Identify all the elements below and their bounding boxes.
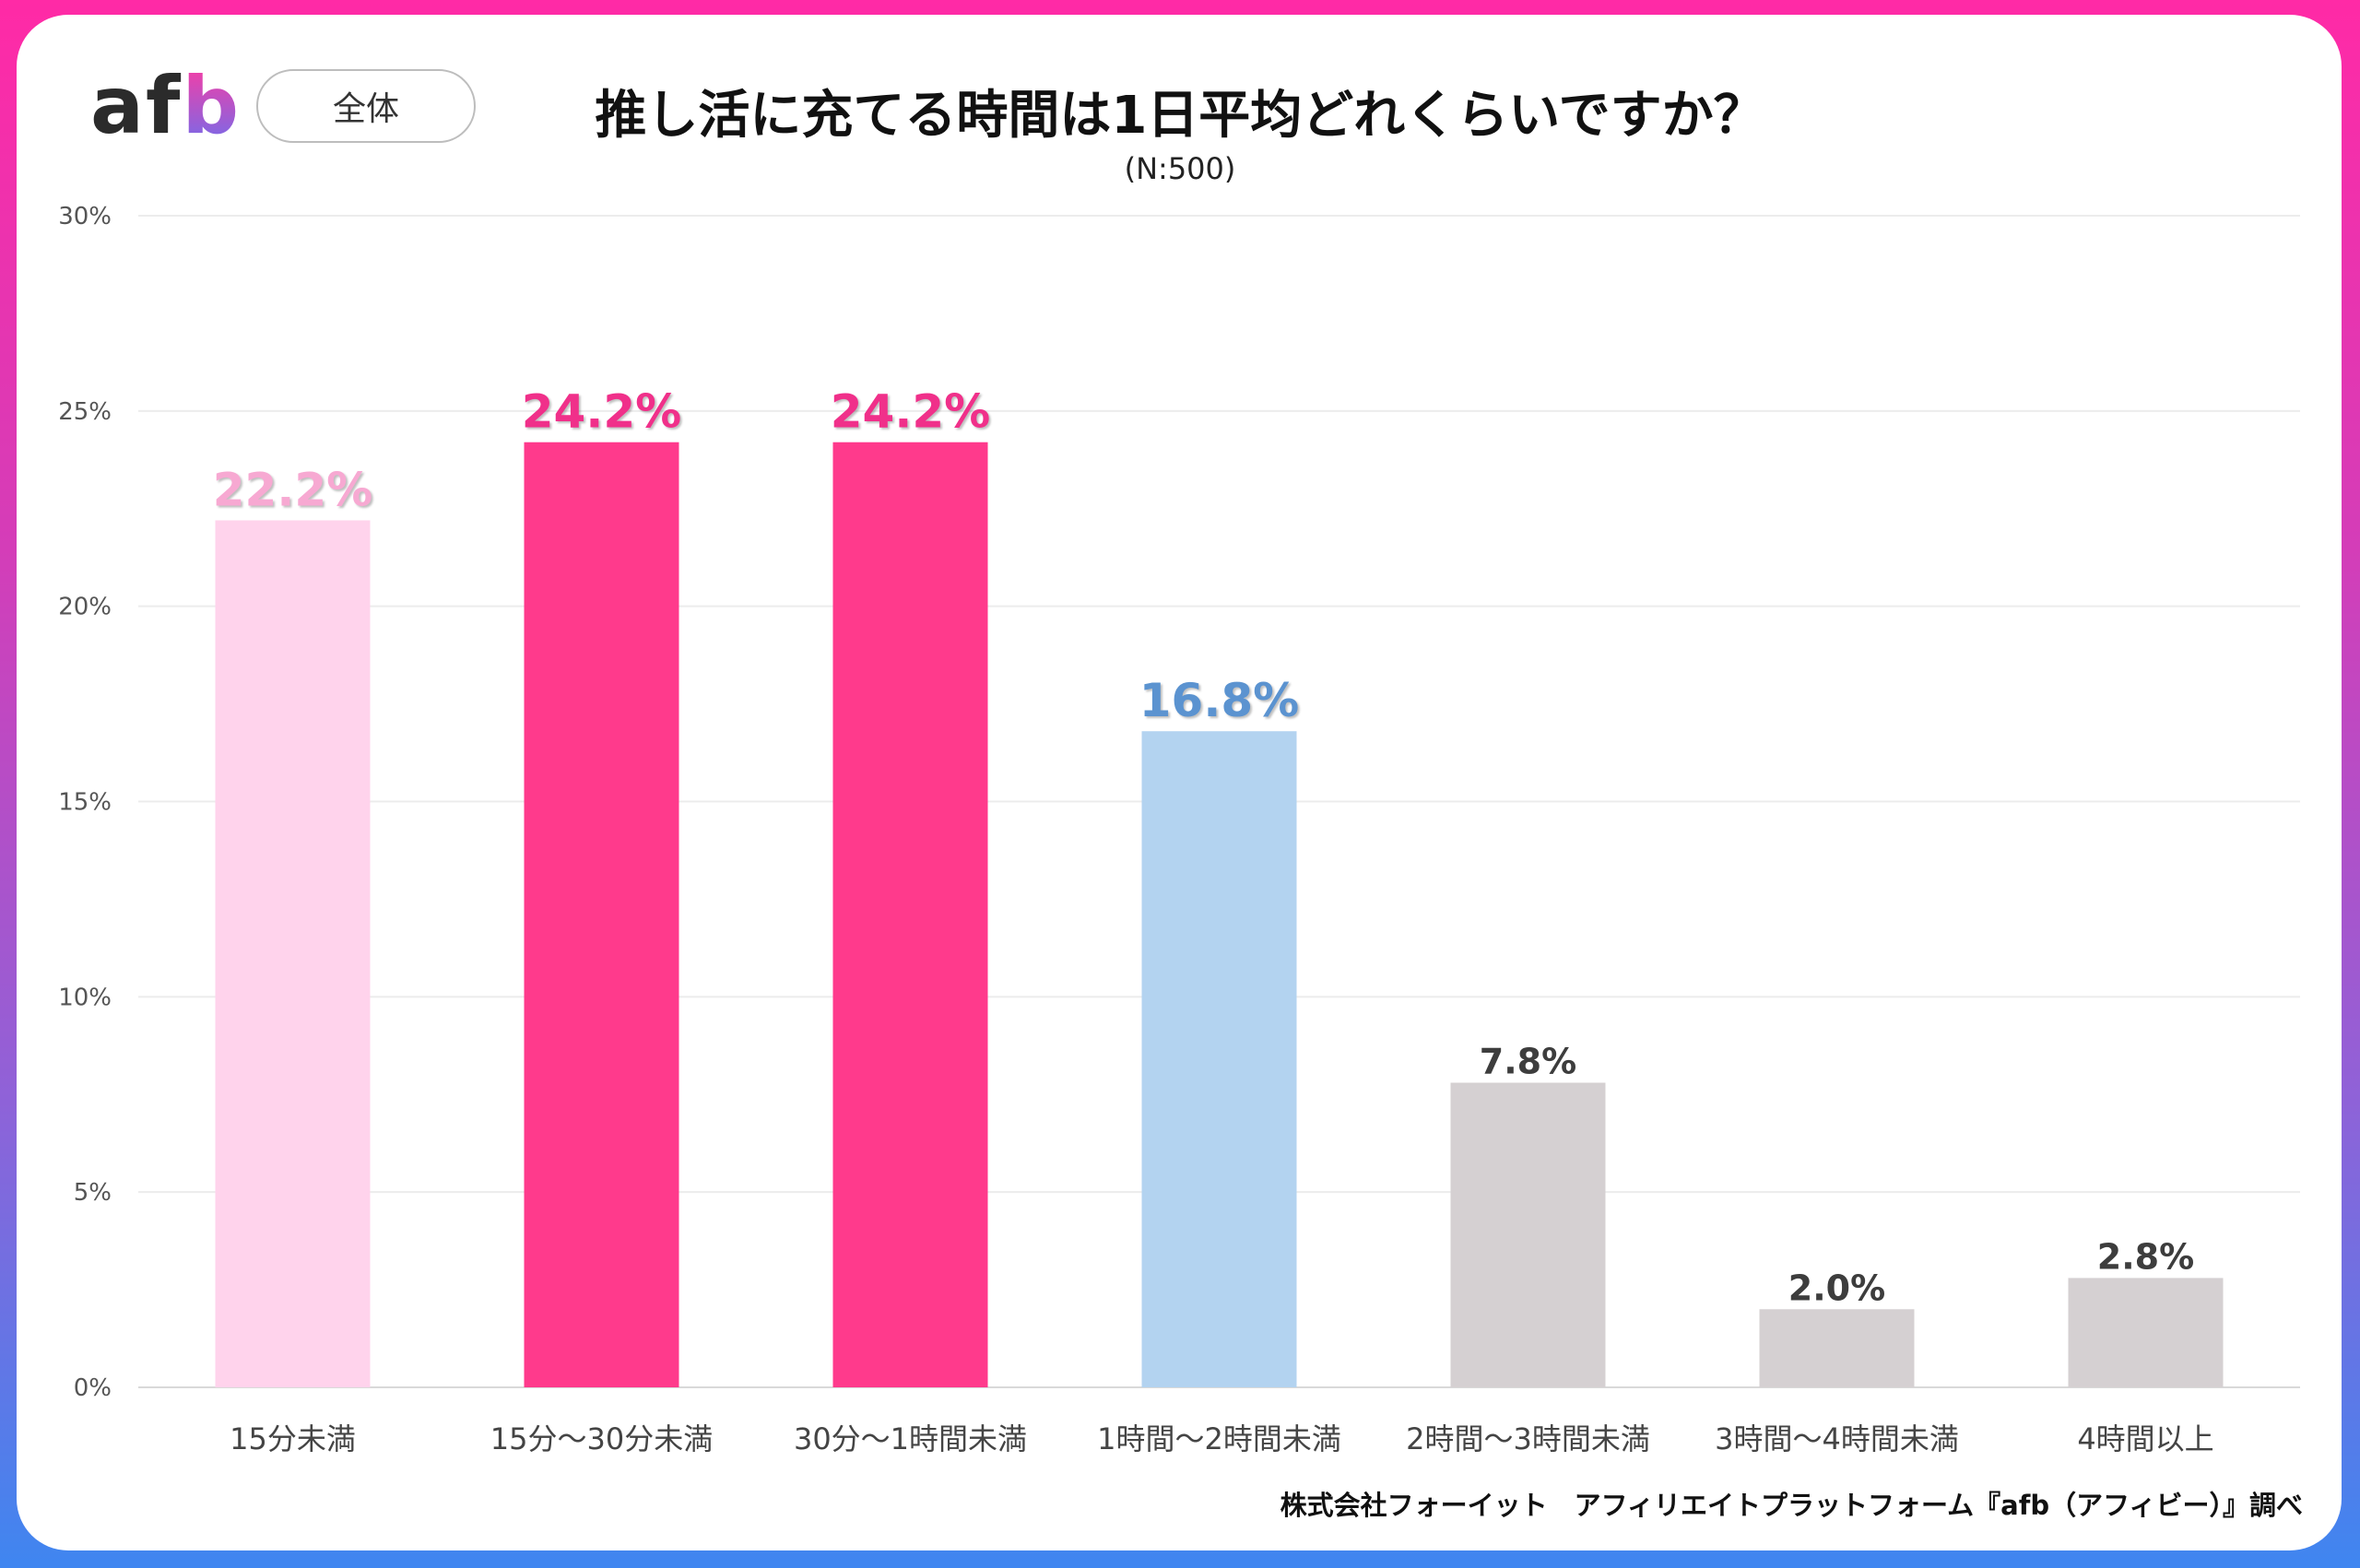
chart-subtitle: (N:500) (1124, 151, 1236, 186)
bar (524, 442, 679, 1387)
bar (1141, 731, 1297, 1387)
y-tick-label: 30% (58, 203, 112, 230)
data-label: 2.0% (1788, 1267, 1885, 1308)
y-tick-label: 5% (74, 1179, 112, 1207)
y-tick-label: 20% (58, 594, 112, 621)
x-tick-label: 3時間～4時間未満 (1715, 1421, 1959, 1456)
afb-logo: afb (90, 60, 242, 152)
bar (1759, 1309, 1915, 1387)
x-tick-label: 2時間～3時間未満 (1406, 1421, 1650, 1456)
x-tick-label: 4時間以上 (2077, 1421, 2213, 1456)
x-tick-label: 15分未満 (230, 1421, 356, 1456)
source-note: 株式会社フォーイット アフィリエイトプラットフォーム『afb（アフィビー）』調べ (1280, 1490, 2303, 1521)
y-tick-label: 25% (58, 398, 112, 426)
data-label: 16.8% (1139, 674, 1299, 727)
data-label: 7.8% (1480, 1042, 1576, 1082)
bar (2068, 1278, 2224, 1387)
y-tick-label: 0% (74, 1374, 112, 1402)
bar (832, 442, 988, 1387)
data-label: 24.2% (522, 385, 681, 439)
x-tick-label: 1時間～2時間未満 (1097, 1421, 1341, 1456)
segment-badge: 全体 (256, 69, 476, 143)
bar (1450, 1082, 1606, 1387)
x-tick-label: 15分～30分未満 (490, 1421, 713, 1456)
data-label: 22.2% (213, 463, 372, 516)
data-label: 24.2% (831, 385, 990, 439)
y-tick-label: 10% (58, 984, 112, 1011)
y-tick-label: 15% (58, 789, 112, 817)
chart-title: 推し活に充てる時間は1日平均どれくらいですか？ (595, 86, 1765, 146)
bar (215, 520, 371, 1387)
data-label: 2.8% (2097, 1236, 2194, 1277)
x-tick-label: 30分～1時間未満 (794, 1421, 1027, 1456)
